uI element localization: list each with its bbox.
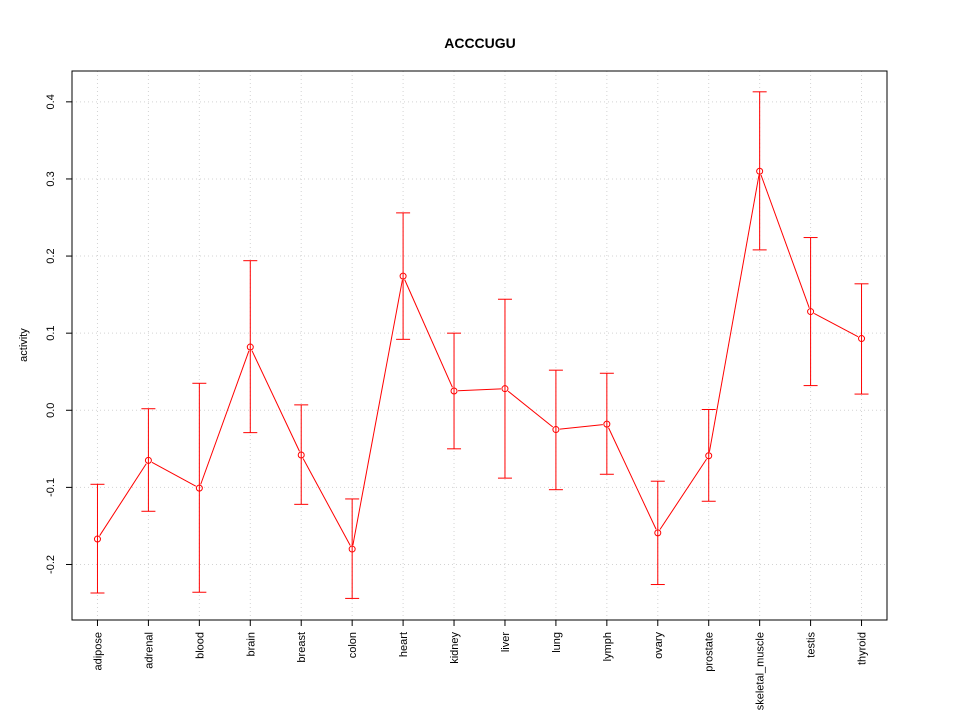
data-point	[501, 385, 509, 393]
series-line-segment	[151, 461, 197, 487]
data-point	[348, 545, 356, 553]
x-tick-label: lymph	[602, 632, 614, 661]
x-tick-label: kidney	[449, 632, 461, 664]
series-line-segment	[708, 175, 760, 452]
chart-title: ACCCUGU	[444, 35, 516, 51]
x-tick-label: ovary	[653, 632, 665, 659]
y-tick-label: -0.2	[45, 555, 57, 574]
data-point	[807, 308, 815, 316]
y-tick-label: 0.3	[45, 171, 57, 186]
x-tick-label: skeletal_muscle	[755, 632, 767, 710]
series-line-segment	[813, 313, 859, 338]
data-point	[144, 456, 152, 464]
x-tick-label: colon	[347, 632, 359, 658]
y-tick-label: 0.0	[45, 403, 57, 418]
data-point	[756, 167, 764, 175]
y-axis-label: activity	[18, 328, 30, 362]
x-tick-label: brain	[245, 632, 257, 656]
series-line-segment	[760, 174, 810, 308]
x-tick-label: breast	[296, 632, 308, 663]
axis-layer: -0.2 -0.1 0.0 0.1 0.2 0.3 0.4 adipose adrenal blo…	[45, 94, 869, 710]
series-line-segment	[608, 427, 657, 530]
y-tick-label: 0.4	[45, 94, 57, 109]
data-point	[552, 426, 560, 434]
series-line-segment	[352, 279, 403, 546]
x-tick-label: prostate	[704, 632, 716, 672]
data-point	[654, 529, 662, 537]
series-line-segment	[559, 424, 603, 430]
data-point	[93, 535, 101, 543]
plot-frame	[71, 70, 888, 621]
x-tick-label: heart	[398, 632, 410, 657]
data-point	[603, 420, 611, 428]
x-tick-label: adipose	[92, 632, 104, 671]
grid-layer	[72, 71, 887, 620]
series-line-segment	[404, 279, 453, 388]
series-line-segment	[507, 390, 554, 428]
data-point	[858, 335, 866, 343]
series-line-segment	[99, 463, 147, 536]
series-line-segment	[302, 458, 351, 546]
data-point	[195, 484, 203, 492]
x-tick-label: blood	[194, 632, 206, 659]
data-point	[246, 343, 254, 351]
series-line-segment	[251, 350, 300, 452]
data-point	[297, 451, 305, 459]
x-tick-label: lung	[551, 632, 563, 653]
y-tick-label: 0.1	[45, 326, 57, 341]
series-line-segment	[458, 388, 501, 392]
series-line-segment	[200, 350, 250, 485]
series-layer	[90, 91, 869, 599]
data-point	[450, 387, 458, 395]
data-point	[399, 272, 407, 280]
y-tick-label: -0.1	[45, 478, 57, 497]
data-point	[705, 452, 713, 460]
x-tick-label: thyroid	[857, 632, 869, 665]
x-tick-label: adrenal	[143, 632, 155, 669]
series-line-segment	[659, 458, 707, 530]
x-tick-label: testis	[806, 632, 818, 658]
x-tick-label: liver	[500, 632, 512, 653]
y-tick-label: 0.2	[45, 248, 57, 263]
